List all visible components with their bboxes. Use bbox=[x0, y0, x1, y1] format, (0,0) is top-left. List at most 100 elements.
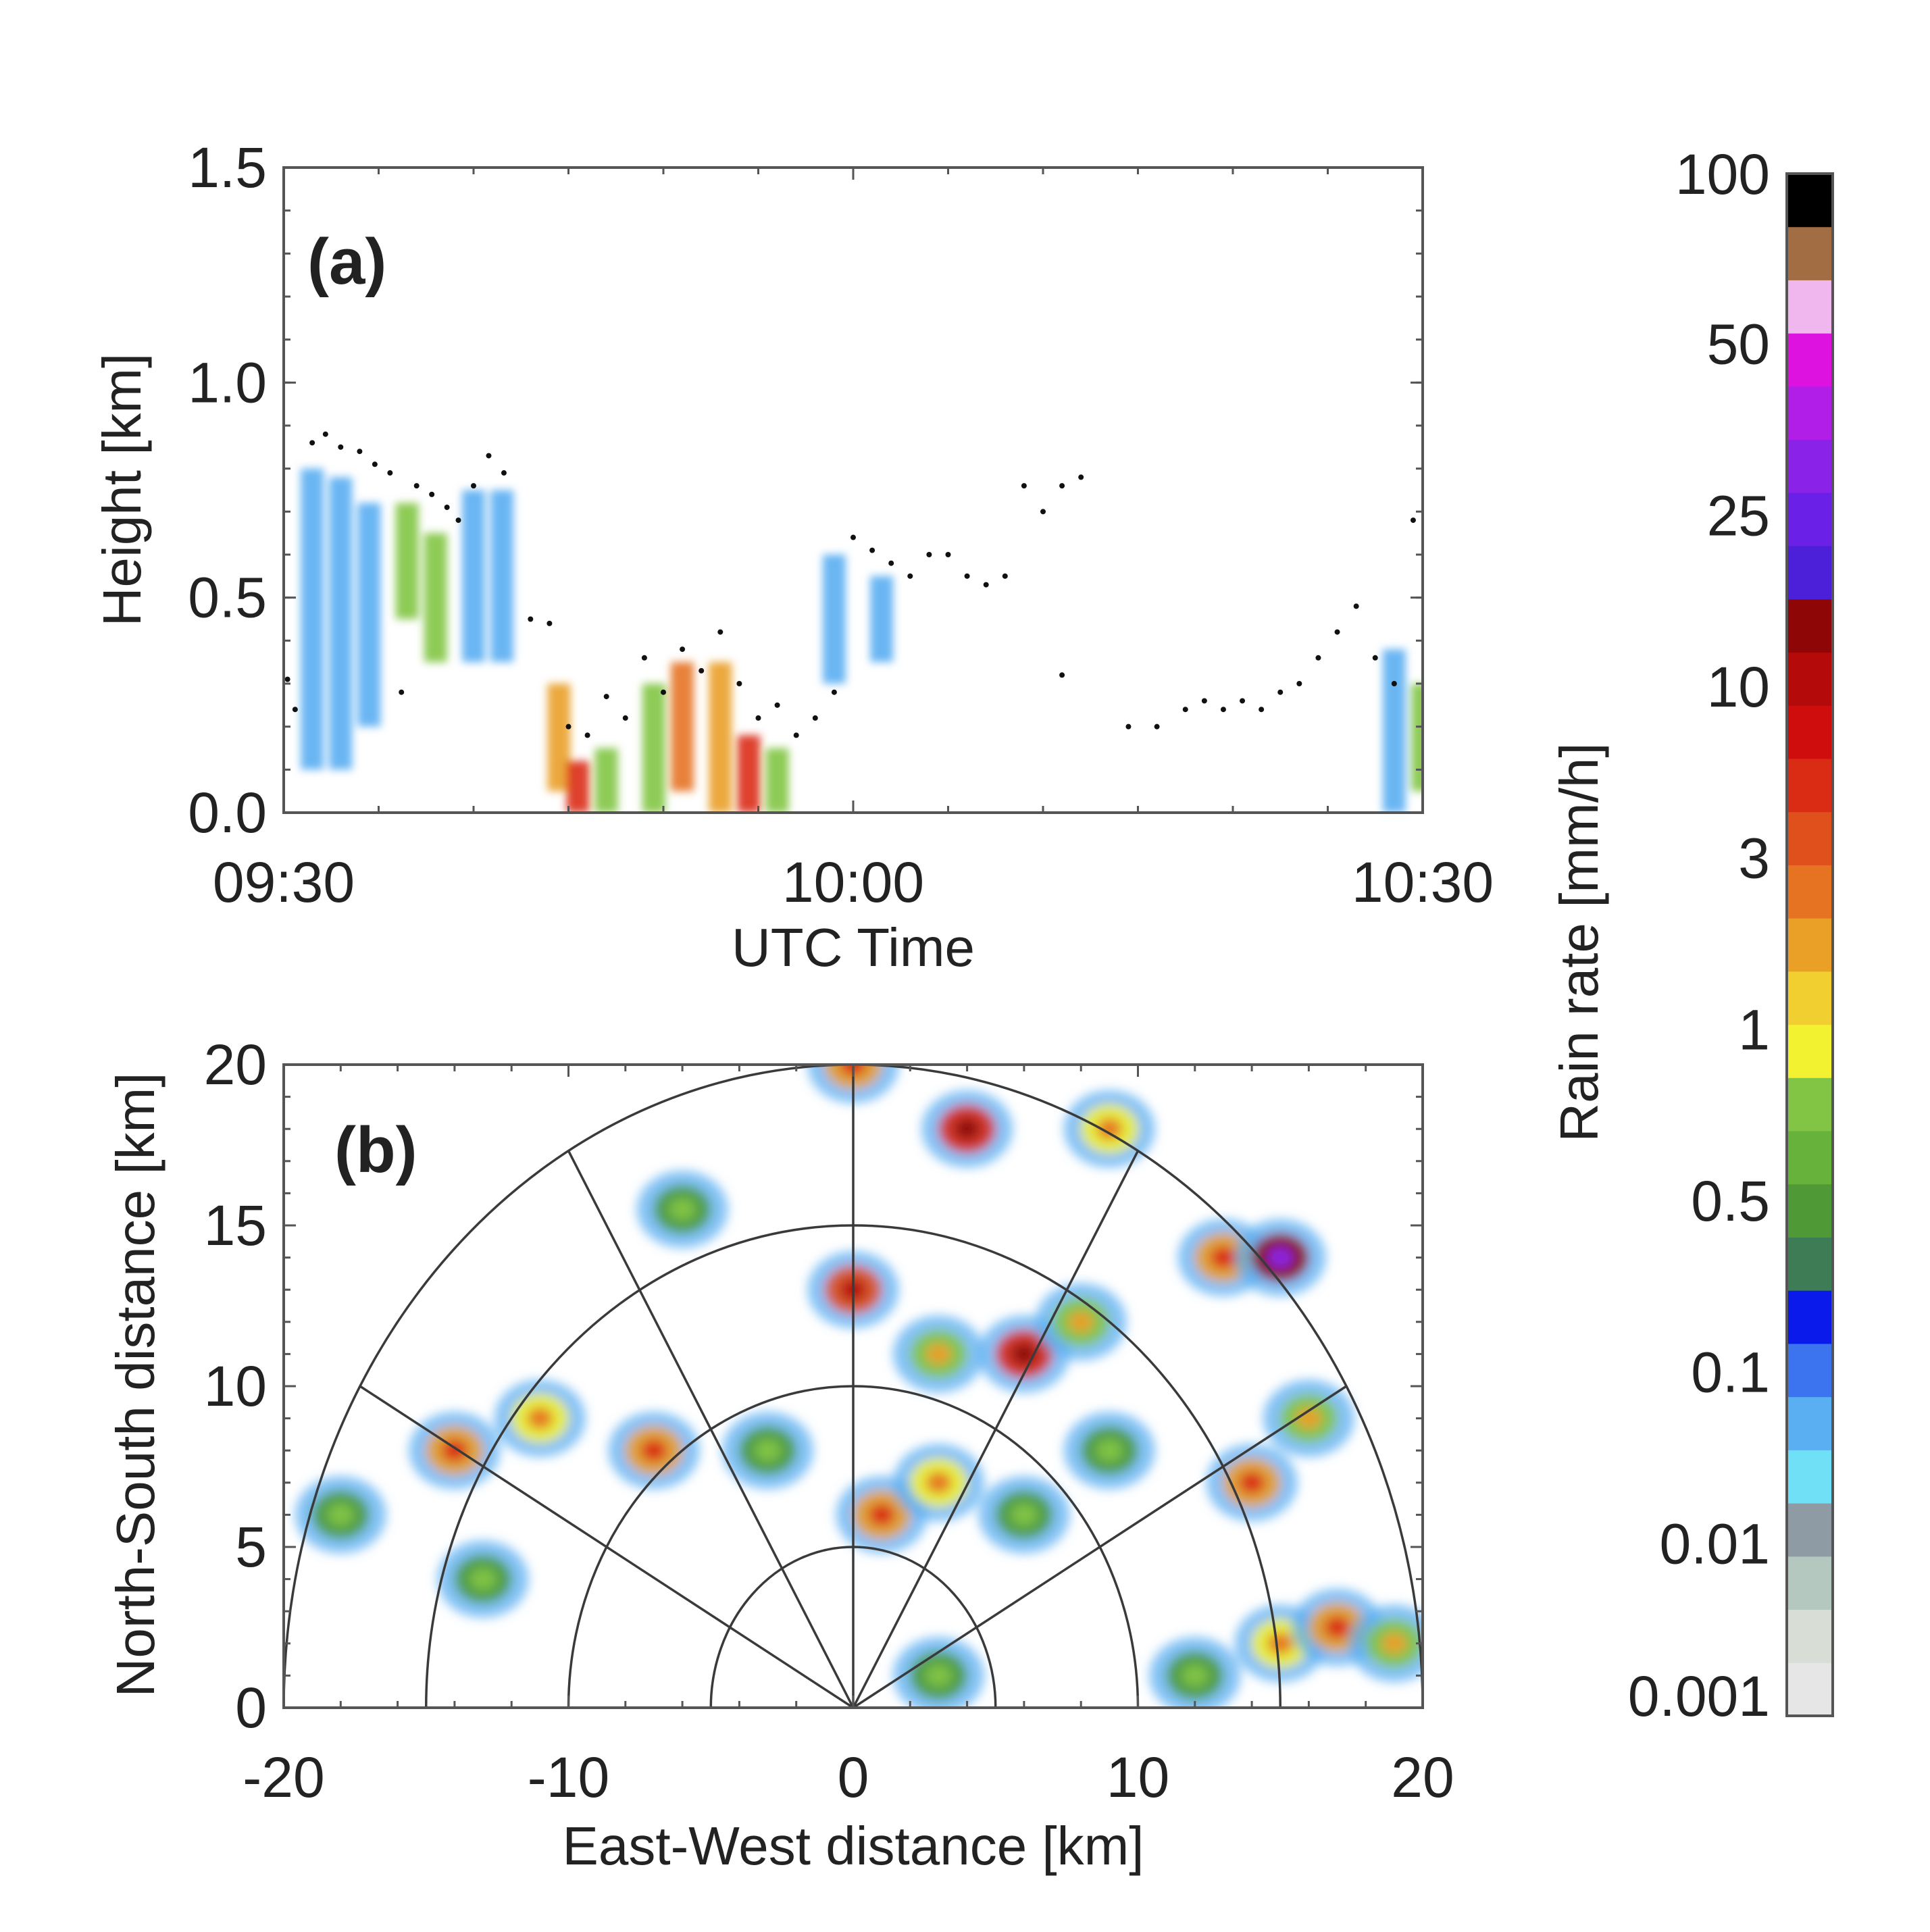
panel-a-cloud-top-dot bbox=[338, 444, 344, 450]
panel-a-rain-cell bbox=[671, 662, 694, 792]
panel-b-y-tick-label: 0 bbox=[235, 1676, 267, 1739]
panel-a-cloud-top-dot bbox=[1410, 517, 1416, 524]
panel-a-cloud-top-dot bbox=[641, 655, 647, 661]
panel-b-rain-cell bbox=[1068, 1311, 1094, 1333]
colorbar-bin bbox=[1787, 758, 1833, 813]
panel-b-azimuth-ray bbox=[567, 1150, 855, 1708]
panel-a-height-time-plot: 09:30 10:00 10:30 0.0 0.5 1.0 1.5 (a) UTC Time… bbox=[92, 136, 1494, 977]
panel-a-rain-cell bbox=[490, 490, 514, 663]
panel-a-cloud-top-dot bbox=[622, 715, 628, 721]
panel-a-cloud-top-dot bbox=[1391, 681, 1397, 686]
colorbar-bin bbox=[1787, 1077, 1833, 1132]
colorbar-bin bbox=[1787, 1131, 1833, 1185]
panel-b-y-tick-label: 15 bbox=[204, 1194, 267, 1257]
colorbar-tick-label: 0.1 bbox=[1691, 1341, 1770, 1404]
panel-a-rain-cells bbox=[301, 468, 1423, 813]
panel-a-cloud-top-dot bbox=[1154, 723, 1160, 730]
panel-b-x-tick-label: -10 bbox=[528, 1746, 609, 1809]
panel-b-rain-cell bbox=[1011, 1504, 1037, 1526]
colorbar-tick-labels: 100 50 25 10 3 1 0.5 0.1 0.01 0.001 bbox=[1628, 143, 1770, 1728]
panel-a-cloud-top-dot bbox=[983, 582, 989, 588]
panel-a-cloud-top-dot bbox=[1078, 474, 1084, 480]
panel-a-cloud-top-dot bbox=[528, 616, 534, 622]
panel-a-cloud-top-dot bbox=[413, 483, 420, 489]
panel-b-y-tick-label: 5 bbox=[235, 1515, 267, 1579]
colorbar-tick-label: 1 bbox=[1738, 998, 1770, 1061]
panel-a-cloud-top-dot bbox=[1021, 483, 1027, 489]
panel-a-rain-cell bbox=[357, 503, 381, 727]
panel-b-rain-cell bbox=[640, 1440, 667, 1462]
panel-a-cloud-top-dot bbox=[309, 440, 315, 446]
panel-a-cloud-top-dot bbox=[661, 689, 666, 695]
panel-a-cloud-top-dot bbox=[850, 534, 856, 540]
panel-a-rain-cell bbox=[566, 761, 590, 813]
colorbar-bin bbox=[1787, 333, 1833, 387]
panel-a-rain-cell bbox=[424, 533, 447, 663]
panel-b-y-tick-label: 20 bbox=[204, 1033, 267, 1096]
panel-b-y-axis-title: North-South distance [km] bbox=[105, 1073, 166, 1698]
panel-a-x-axis-title: UTC Time bbox=[732, 917, 975, 977]
colorbar-bin bbox=[1787, 1503, 1833, 1557]
panel-a-cloud-top-dot bbox=[717, 629, 723, 635]
colorbar-title: Rain rate [mm/h] bbox=[1549, 742, 1609, 1142]
panel-b-rain-cell bbox=[954, 1118, 980, 1140]
panel-a-x-tick-label: 09:30 bbox=[213, 850, 355, 914]
colorbar-bin bbox=[1787, 1184, 1833, 1238]
colorbar-bin bbox=[1787, 1609, 1833, 1663]
panel-b-letter: (b) bbox=[334, 1114, 417, 1186]
colorbar-bin bbox=[1787, 439, 1833, 493]
colorbar-frame bbox=[1785, 172, 1834, 1717]
colorbar-bin bbox=[1787, 1450, 1833, 1504]
colorbar-bin bbox=[1787, 599, 1833, 653]
panel-b-rain-cell bbox=[1182, 1664, 1208, 1687]
panel-a-cloud-top-dot bbox=[1220, 707, 1226, 713]
panel-b-rain-cells bbox=[295, 1065, 1423, 1708]
panel-a-cloud-top-dot bbox=[812, 715, 818, 721]
panel-b-rain-cell bbox=[1210, 1246, 1236, 1269]
panel-b-x-tick-label: 10 bbox=[1107, 1746, 1169, 1809]
colorbar-tick-label: 0.01 bbox=[1660, 1512, 1771, 1575]
panel-a-cloud-top-dot bbox=[1296, 681, 1302, 686]
panel-a-rain-cell bbox=[395, 503, 419, 619]
panel-a-rain-cell bbox=[1382, 649, 1406, 813]
panel-a-cloud-top-dot bbox=[501, 470, 507, 476]
panel-a-cloud-top-dot bbox=[1277, 689, 1284, 695]
colorbar-bin bbox=[1787, 386, 1833, 440]
panel-b-rain-cell bbox=[925, 1343, 952, 1365]
panel-a-cloud-top-dot bbox=[399, 689, 405, 695]
panel-a-cloud-top-dot bbox=[471, 483, 476, 489]
panel-a-cloud-top-dot bbox=[1040, 509, 1046, 515]
panel-a-y-tick-label: 0.0 bbox=[188, 781, 267, 844]
colorbar-tick-label: 0.001 bbox=[1628, 1664, 1770, 1728]
panel-a-cloud-top-dot bbox=[1259, 707, 1265, 713]
panel-a-cloud-top-dot bbox=[372, 461, 378, 467]
colorbar-bin bbox=[1787, 1662, 1833, 1717]
panel-a-cloud-top-dot bbox=[793, 732, 799, 738]
colorbar-bin bbox=[1787, 226, 1833, 280]
panel-b-polar-grid bbox=[284, 1065, 1423, 1708]
colorbar-bin bbox=[1787, 1396, 1833, 1450]
panel-a-cloud-top-dot bbox=[565, 723, 572, 730]
colorbar-tick-label: 25 bbox=[1707, 484, 1770, 547]
panel-a-cloud-top-dot bbox=[1182, 707, 1188, 713]
colorbar-bin bbox=[1787, 1290, 1833, 1344]
panel-a-cloud-top-dot bbox=[1353, 603, 1359, 609]
panel-a-cloud-top-dot bbox=[455, 517, 461, 524]
panel-b-rain-cell bbox=[1296, 1407, 1322, 1429]
panel-b-rain-cell bbox=[1267, 1632, 1294, 1654]
panel-a-rain-cell bbox=[870, 576, 894, 663]
colorbar-tick-label: 50 bbox=[1707, 313, 1770, 376]
panel-a-cloud-top-dot bbox=[699, 667, 705, 673]
colorbar-bin bbox=[1787, 546, 1833, 600]
colorbar-tick-label: 0.5 bbox=[1691, 1169, 1770, 1233]
panel-a-cloud-top-dot bbox=[926, 552, 932, 557]
panel-a-letter: (a) bbox=[307, 226, 386, 298]
panel-a-rain-cell bbox=[737, 735, 761, 813]
panel-b-rain-cell bbox=[869, 1504, 895, 1526]
panel-a-cloud-top-dot bbox=[284, 676, 290, 682]
panel-b-rain-cell bbox=[1324, 1616, 1350, 1639]
colorbar-bin bbox=[1787, 971, 1833, 1025]
panel-b-rain-cell bbox=[527, 1407, 553, 1429]
panel-a-cloud-top-dot bbox=[322, 431, 328, 437]
panel-a-cloud-top-dot bbox=[1125, 723, 1132, 730]
